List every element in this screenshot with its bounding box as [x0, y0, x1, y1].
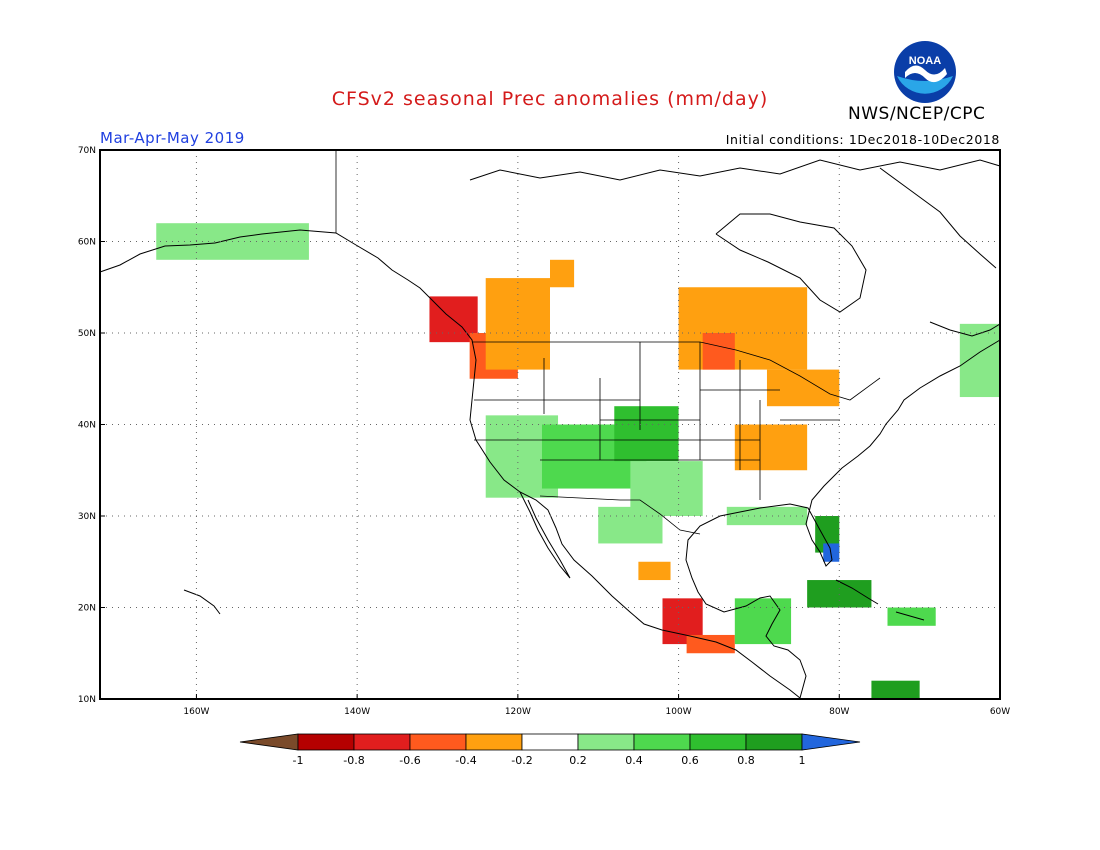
- lon-tick-label: 140W: [344, 707, 370, 717]
- colorbar-box: [521, 733, 579, 751]
- anomaly-region-24: [959, 323, 1000, 398]
- coastline-hudson: [715, 213, 867, 313]
- initial-conditions-label: Initial conditions: 1Dec2018-10Dec2018: [725, 132, 1000, 147]
- colorbar-label: 0.8: [737, 754, 755, 767]
- anomaly-layer: [156, 223, 1000, 699]
- colorbar-label: 0.4: [625, 754, 643, 767]
- colorbar-labels: -1 -0.8 -0.6 -0.4 -0.2 0.2 0.4 0.6 0.8 1: [293, 754, 806, 767]
- noaa-logo: NOAA: [894, 41, 956, 103]
- colorbar-label: -0.2: [511, 754, 532, 767]
- svg-text:NOAA: NOAA: [909, 55, 941, 67]
- anomaly-region-7: [734, 424, 808, 471]
- agency-label: NWS/NCEP/CPC: [848, 104, 986, 124]
- lat-tick-label: 50N: [78, 329, 96, 339]
- lat-tick-label: 70N: [78, 146, 96, 156]
- colorbar-arrow-high: [801, 733, 861, 751]
- colorbar-box: [577, 733, 635, 751]
- colorbar-box: [465, 733, 523, 751]
- lon-tick-label: 80W: [829, 707, 849, 717]
- season-label: Mar-Apr-May 2019: [100, 129, 245, 147]
- coastline-arctic: [469, 159, 1001, 181]
- anomaly-region-5: [702, 333, 735, 370]
- lat-tick-label: 30N: [78, 512, 96, 522]
- anomaly-region-9: [686, 634, 735, 654]
- colorbar-label: 0.6: [681, 754, 699, 767]
- colorbar-label: 0.2: [569, 754, 587, 767]
- canada-us-border: [472, 341, 881, 401]
- lat-tick-label: 10N: [78, 695, 96, 705]
- colorbar-box: [745, 733, 803, 751]
- state-lines: [474, 342, 840, 500]
- colorbar-label: -0.8: [343, 754, 364, 767]
- lon-tick-label: 160W: [183, 707, 209, 717]
- lon-tick-label: 120W: [505, 707, 531, 717]
- lon-tick-label: 60W: [990, 707, 1010, 717]
- colorbar-label: -0.4: [455, 754, 476, 767]
- colorbar-boxes: [239, 733, 861, 751]
- anomaly-region-15: [598, 506, 663, 544]
- colorbar-label: -1: [293, 754, 304, 767]
- colorbar-box: [689, 733, 747, 751]
- colorbar-box: [353, 733, 411, 751]
- gridlines-layer: [100, 150, 1000, 699]
- coastline-islands: [183, 579, 925, 621]
- anomaly-region-6: [766, 369, 840, 407]
- anomaly-region-23: [871, 680, 920, 699]
- anomaly-region-13: [614, 406, 679, 462]
- colorbar-box: [633, 733, 691, 751]
- lat-tick-label: 40N: [78, 421, 96, 431]
- coastline-baja: [519, 491, 571, 579]
- colorbar-box: [409, 733, 467, 751]
- us-mexico-border: [539, 495, 701, 535]
- coastline-baffin: [879, 167, 997, 269]
- lat-tick-label: 60N: [78, 238, 96, 248]
- colorbar-label: -0.6: [399, 754, 420, 767]
- colorbar-label: 1: [799, 754, 806, 767]
- colorbar-arrow-low: [239, 733, 299, 751]
- coastline-west: [99, 229, 801, 699]
- chart-title: CFSv2 seasonal Prec anomalies (mm/day): [331, 88, 769, 110]
- anomaly-region-3: [550, 259, 575, 288]
- coastline-newfoundland: [929, 321, 1001, 337]
- border-layer: [335, 150, 881, 535]
- colorbar-box: [297, 733, 355, 751]
- tick-labels: 70N 60N 50N 40N 30N 20N 10N 160W 140W 120W 100W 80W…: [78, 146, 1010, 717]
- anomaly-region-10: [638, 561, 671, 581]
- lon-tick-label: 100W: [666, 707, 692, 717]
- lat-tick-label: 20N: [78, 604, 96, 614]
